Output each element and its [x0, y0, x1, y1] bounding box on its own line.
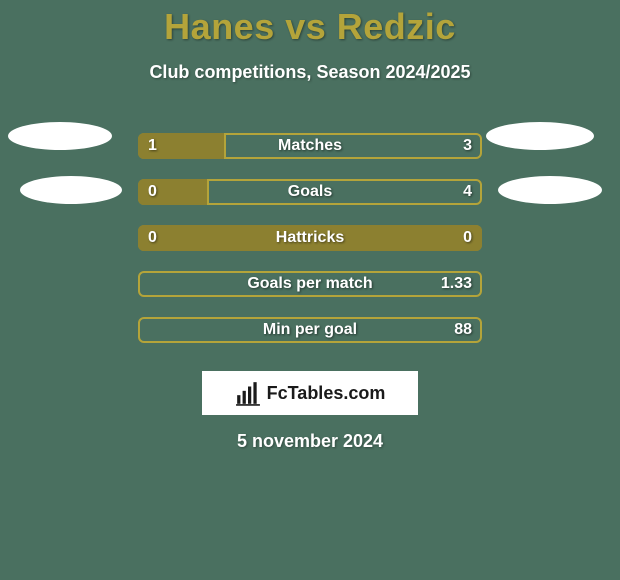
player-placeholder — [8, 122, 112, 150]
right-value: 1.33 — [441, 275, 472, 293]
metric-label: Min per goal — [263, 321, 357, 339]
right-value: 3 — [463, 137, 472, 155]
player-placeholder — [486, 122, 594, 150]
bar-track: 1 3 Matches — [138, 133, 482, 159]
player-placeholder — [498, 176, 602, 204]
metric-label: Goals — [288, 183, 332, 201]
left-value: 0 — [148, 229, 157, 247]
metric-row: 0 0 Hattricks — [0, 215, 620, 261]
bar-track: 0 0 Hattricks — [138, 225, 482, 251]
left-value: 1 — [148, 137, 157, 155]
bar-track: 0 4 Goals — [138, 179, 482, 205]
comparison-bars: 1 3 Matches 0 4 Goals 0 0 Hattricks 1.33 Goals per… — [0, 123, 620, 353]
right-value: 88 — [454, 321, 472, 339]
bar-track: 88 Min per goal — [138, 317, 482, 343]
comparison-infographic: Hanes vs Redzic Club competitions, Seaso… — [0, 0, 620, 580]
metric-label: Hattricks — [276, 229, 344, 247]
player-placeholder — [20, 176, 122, 204]
metric-label: Matches — [278, 137, 342, 155]
left-value: 0 — [148, 183, 157, 201]
metric-label: Goals per match — [247, 275, 372, 293]
bar-right-fill — [207, 179, 482, 205]
bar-track: 1.33 Goals per match — [138, 271, 482, 297]
date-text: 5 november 2024 — [0, 431, 620, 452]
subtitle: Club competitions, Season 2024/2025 — [0, 62, 620, 83]
page-title: Hanes vs Redzic — [0, 0, 620, 48]
metric-row: 1.33 Goals per match — [0, 261, 620, 307]
bar-chart-icon — [235, 380, 261, 406]
metric-row: 88 Min per goal — [0, 307, 620, 353]
right-value: 0 — [463, 229, 472, 247]
watermark: FcTables.com — [202, 371, 418, 415]
watermark-text: FcTables.com — [267, 383, 386, 404]
bar-right-fill — [224, 133, 482, 159]
right-value: 4 — [463, 183, 472, 201]
